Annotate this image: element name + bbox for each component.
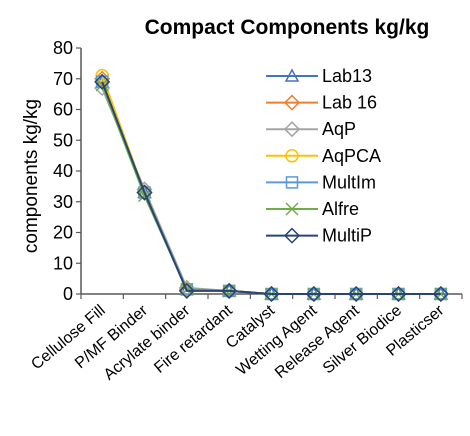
y-axis-label: components kg/kg [21,99,42,253]
legend-label: AqP [322,119,356,139]
y-tick-label: 20 [53,223,73,243]
legend-item: MultiP [266,226,372,246]
series-line [101,81,441,295]
legend-marker [284,68,300,82]
series-line [101,75,441,295]
legend-label: MultIm [322,172,376,192]
legend-marker [283,227,301,244]
data-point [178,282,195,299]
series-line [101,87,441,295]
legend-item: MultIm [266,172,376,192]
data-point [305,285,322,303]
y-tick-label: 70 [53,69,73,89]
legend-item: AqPCA [266,146,381,166]
data-point [178,281,195,298]
legend-label: AqPCA [322,146,381,166]
y-tick-label: 60 [53,100,73,120]
legend-item: Lab13 [266,66,372,86]
y-tick-label: 10 [53,253,73,273]
legend-marker [283,94,301,111]
data-point [432,285,449,303]
chart-title: Compact Components kg/kg [145,16,430,39]
data-point [95,78,109,92]
legend-marker [285,202,299,216]
data-point [390,285,407,303]
data-point [348,285,365,303]
legend: Lab13 Lab 16 AqP AqPCA MultIm Alfre MultiP [266,66,381,246]
legend-marker [283,121,301,138]
series-layer [94,68,449,303]
series-multip [94,73,449,303]
data-point [94,73,111,90]
y-tick-label: 80 [53,38,73,58]
legend-item: AqP [266,119,356,139]
series-line [101,81,441,295]
legend-marker [285,149,299,163]
legend-item: Alfre [266,199,359,219]
y-tick-label: 0 [63,284,73,304]
series-line [101,84,441,295]
series-line [101,78,441,295]
y-tick-label: 50 [53,130,73,150]
data-point [263,285,280,303]
data-point [221,282,238,299]
y-tick-label: 40 [53,161,73,181]
legend-label: Lab13 [322,66,372,86]
legend-label: Lab 16 [322,93,377,113]
y-tick-label: 30 [53,192,73,212]
legend-marker [285,176,299,189]
legend-label: MultiP [322,226,372,246]
series-line [101,81,441,295]
data-point [136,184,153,201]
legend-item: Lab 16 [266,93,377,113]
legend-label: Alfre [322,199,359,219]
series-aqpca [95,68,448,301]
